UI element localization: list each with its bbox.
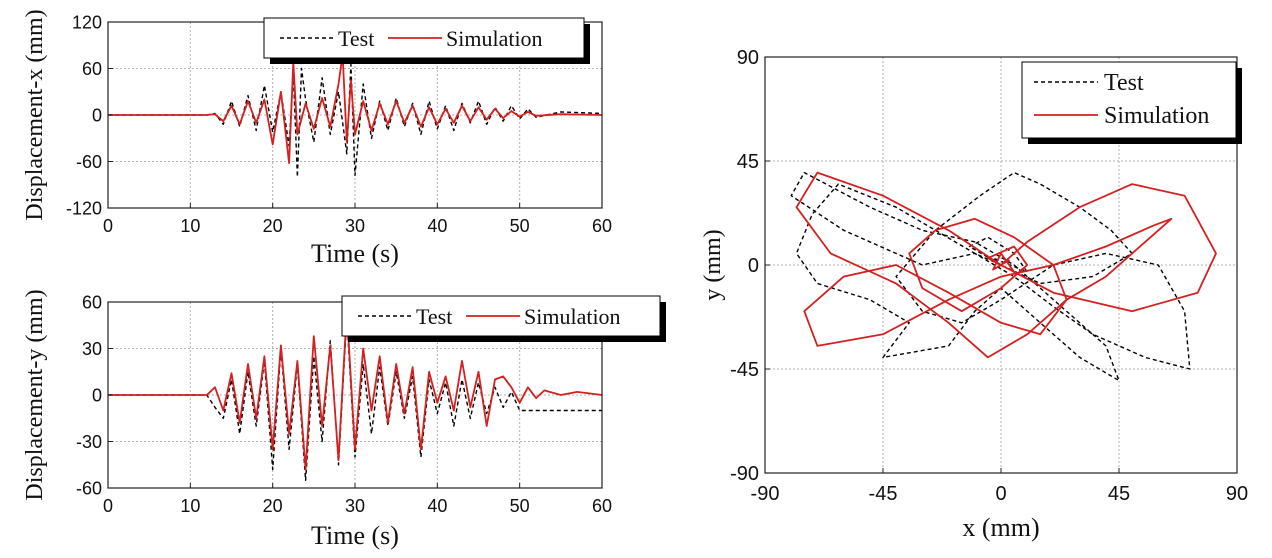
y-tick-label: -120 — [66, 198, 102, 218]
y-tick-label: -45 — [730, 359, 759, 381]
chart-bottom_left: 0 10 20 30 40 50 60 -60 -30 0 30 60 Time (s) Displace… — [22, 289, 666, 550]
x-axis-label: x (mm) — [962, 513, 1039, 542]
y-tick-label: 90 — [737, 47, 759, 69]
legend-label-test: Test — [1104, 70, 1144, 96]
x-tick-label: 40 — [427, 496, 447, 516]
x-tick-label: -90 — [751, 483, 780, 505]
x-tick-label: 20 — [263, 496, 283, 516]
legend: Test Simulation — [263, 17, 590, 64]
x-tick-label: 30 — [345, 496, 365, 516]
y-tick-label: 0 — [748, 255, 759, 277]
series-simulation — [108, 308, 602, 471]
y-tick-label: 0 — [92, 385, 102, 405]
x-tick-label: 10 — [180, 216, 200, 236]
x-tick-label: 45 — [1108, 483, 1130, 505]
y-axis-label: Displacement-x (mm) — [22, 9, 48, 220]
legend-box — [1021, 61, 1237, 139]
series-simulation — [108, 53, 602, 165]
y-tick-label: -30 — [76, 432, 102, 452]
x-tick-label: 90 — [1226, 483, 1248, 505]
legend-label-simulation: Simulation — [446, 26, 543, 51]
y-axis-label: y (mm) — [700, 229, 726, 300]
x-tick-label: 50 — [510, 216, 530, 236]
y-tick-label: 60 — [82, 292, 102, 312]
x-axis-label: Time (s) — [311, 521, 399, 550]
x-axis-label: Time (s) — [311, 239, 399, 268]
legend-label-simulation: Simulation — [524, 304, 621, 329]
x-tick-label: 30 — [345, 216, 365, 236]
x-tick-label: 0 — [103, 216, 113, 236]
chart-top_left: 0 10 20 30 40 50 60 -120 -60 0 60 120 Time (s) Displa… — [22, 9, 612, 268]
x-tick-label: 20 — [263, 216, 283, 236]
y-tick-label: -60 — [76, 152, 102, 172]
x-tick-label: 0 — [995, 483, 1006, 505]
x-tick-label: 10 — [180, 496, 200, 516]
y-tick-label: 45 — [737, 151, 759, 173]
x-tick-label: 60 — [592, 216, 612, 236]
legend-label-simulation: Simulation — [1104, 103, 1209, 129]
series-test — [108, 63, 602, 178]
y-tick-label: 120 — [72, 12, 102, 32]
series-test — [108, 316, 602, 481]
legend-label-test: Test — [416, 304, 452, 329]
y-tick-label: -60 — [76, 478, 102, 498]
x-tick-label: -45 — [869, 483, 898, 505]
legend-label-test: Test — [338, 26, 374, 51]
series-simulation — [795, 171, 1217, 359]
y-tick-label: 30 — [82, 339, 102, 359]
x-tick-label: 60 — [592, 496, 612, 516]
legend: Test Simulation — [1021, 61, 1242, 144]
y-tick-label: 60 — [82, 59, 102, 79]
y-axis-label: Displacement-y (mm) — [22, 289, 48, 500]
y-tick-label: 0 — [92, 105, 102, 125]
series-test — [790, 171, 1191, 382]
y-tick-label: -90 — [730, 463, 759, 485]
x-tick-label: 50 — [510, 496, 530, 516]
chart-right_orbit: -90 -45 0 45 90 -90 -45 0 45 90 x (mm) y (mm) Test Si… — [700, 47, 1248, 542]
legend: Test Simulation — [341, 295, 666, 342]
x-tick-label: 0 — [103, 496, 113, 516]
x-tick-label: 40 — [427, 216, 447, 236]
